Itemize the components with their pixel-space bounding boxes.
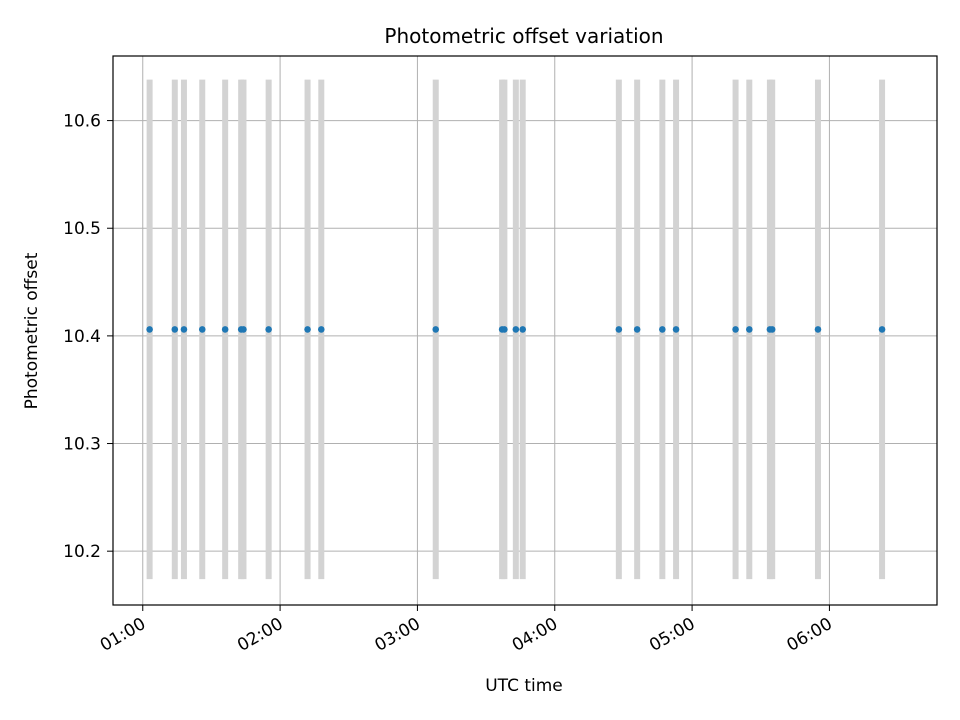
plot-frame	[112, 55, 938, 606]
data-point	[240, 326, 247, 333]
data-point	[317, 326, 325, 333]
x-tick-label: 04:00	[509, 614, 561, 656]
x-tick-label: 05:00	[646, 614, 698, 656]
data-point	[171, 326, 179, 333]
y-tick-label: 10.4	[63, 327, 101, 347]
data-point	[732, 326, 739, 333]
data-point	[221, 326, 229, 333]
data-point	[501, 326, 508, 333]
data-point	[633, 326, 641, 333]
data-point	[146, 326, 153, 333]
x-tick-label: 02:00	[234, 614, 286, 656]
data-point	[615, 326, 623, 333]
data-point	[672, 326, 680, 333]
chart-title: Photometric offset variation	[384, 24, 663, 48]
data-point	[180, 326, 188, 333]
data-point	[198, 326, 206, 333]
x-tick-label: 06:00	[783, 614, 835, 656]
x-axis-ticks: 01:00 02:00 03:00 04:00 05:00 06:00	[97, 605, 836, 656]
x-axis-label: UTC time	[485, 676, 563, 696]
data-point	[746, 326, 753, 333]
data-point	[432, 326, 440, 333]
data-point	[512, 326, 520, 333]
y-axis-label: Photometric offset	[22, 252, 42, 409]
data-point	[878, 326, 886, 333]
data-point	[659, 326, 666, 333]
y-axis-ticks: 10.2 10.3 10.4 10.5 10.6	[63, 112, 113, 562]
data-point	[814, 326, 822, 333]
data-point	[519, 326, 527, 333]
data-point	[304, 326, 311, 333]
x-tick-label: 03:00	[371, 614, 423, 656]
data-point	[265, 326, 272, 333]
y-tick-label: 10.6	[63, 112, 101, 132]
y-tick-label: 10.3	[63, 435, 101, 455]
y-tick-label: 10.5	[63, 219, 101, 239]
y-tick-label: 10.2	[63, 542, 101, 562]
data-points	[146, 326, 886, 333]
data-point	[768, 326, 776, 333]
x-tick-label: 01:00	[97, 614, 149, 656]
